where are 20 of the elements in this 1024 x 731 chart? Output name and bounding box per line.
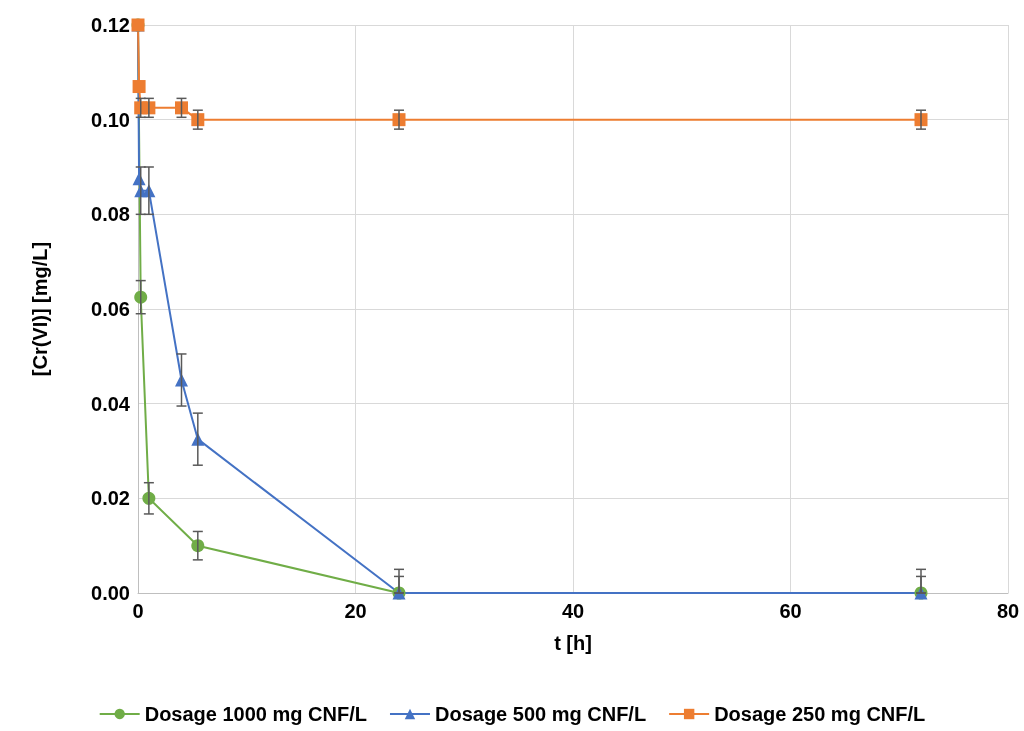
point: [132, 80, 146, 94]
x-axis-title: t [h]: [554, 632, 592, 654]
y-tick-label: 0.12: [91, 14, 130, 36]
y-tick-label: 0.08: [91, 203, 130, 226]
legend-label: Dosage 1000 mg CNF/L: [144, 703, 367, 725]
y-axis-title: [Cr(VI)] [mg/L]: [29, 241, 51, 377]
y-tick-label: 0.06: [91, 298, 130, 320]
point: [134, 290, 148, 304]
x-tick-label: 60: [779, 600, 802, 622]
y-tick-label: 0.04: [91, 392, 131, 415]
point: [175, 101, 188, 115]
y-tick-label: 0.02: [91, 487, 130, 510]
y-tick-label: 0.10: [91, 108, 130, 131]
legend-label: Dosage 250 mg CNF/L: [714, 703, 926, 725]
legend-label: Dosage 500 mg CNF/L: [434, 703, 647, 725]
x-tick-label: 40: [561, 600, 585, 622]
x-tick-label: 20: [344, 600, 367, 622]
x-tick-label: 0: [132, 600, 144, 622]
x-tick-label: 80: [996, 600, 1020, 622]
y-tick-label: 0.00: [91, 582, 130, 604]
